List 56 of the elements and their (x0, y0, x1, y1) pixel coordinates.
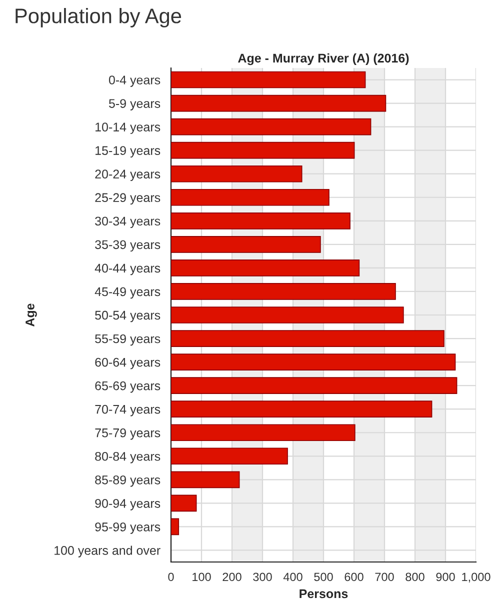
bar (171, 400, 432, 418)
bar (171, 283, 396, 300)
x-tick-label: 700 (375, 572, 394, 582)
bar (171, 471, 240, 488)
y-tick-label: 100 years and over (54, 546, 160, 558)
y-tick-label: 90-94 years (95, 498, 160, 510)
bar (171, 448, 288, 465)
x-tick-label: 0 (168, 572, 174, 582)
bar (171, 424, 356, 442)
y-tick-label: 80-84 years (95, 452, 160, 464)
y-tick-label: 65-69 years (95, 381, 160, 393)
bar (171, 236, 321, 253)
y-tick-label: 30-34 years (95, 216, 160, 228)
y-tick-label: 25-29 years (95, 193, 160, 205)
x-tick-label: 100 (192, 572, 211, 582)
bar (171, 377, 458, 394)
x-tick-label: 900 (436, 572, 455, 582)
bar (171, 118, 372, 136)
bar (171, 165, 302, 182)
chart-title: Age - Murray River (A) (2016) (238, 53, 409, 66)
y-tick-label: 45-49 years (94, 287, 160, 299)
y-tick-label: 95-99 years (95, 522, 160, 534)
x-tick-label: 1,000 (462, 572, 490, 582)
text: Population by Age (16, 8, 182, 28)
y-tick-label: 75-79 years (95, 428, 160, 440)
y-tick-label: 60-64 years (95, 358, 160, 370)
y-axis-title: Age (26, 304, 37, 326)
x-tick-label: 600 (344, 572, 364, 582)
bar (171, 142, 355, 159)
bar (171, 330, 444, 347)
bar (171, 71, 366, 88)
bar (171, 354, 456, 370)
y-tick-label: 5-9 years (108, 99, 160, 110)
y-tick-label: 15-19 years (96, 146, 160, 158)
bar (171, 260, 360, 276)
bar (171, 306, 404, 324)
y-tick-label: 35-39 years (95, 240, 160, 252)
bar (171, 518, 180, 536)
x-tick-label: 800 (406, 572, 424, 582)
y-tick-label: 20-24 years (95, 170, 160, 181)
y-tick-label: 55-59 years (95, 334, 160, 346)
y-tick-label: 70-74 years (95, 404, 160, 416)
x-tick-label: 200 (222, 572, 242, 582)
y-tick-label: 85-89 years (95, 475, 160, 487)
x-tick-label: 500 (314, 572, 333, 582)
x-axis-title: Persons (300, 589, 348, 598)
y-tick-label: 0-4 years (108, 76, 160, 87)
x-tick-label: 300 (253, 572, 272, 582)
y-tick-label: 40-44 years (94, 264, 160, 276)
bar (171, 188, 330, 206)
x-tick-label: 400 (283, 572, 302, 582)
bar (171, 494, 197, 512)
y-tick-label: 10-14 years (96, 122, 160, 134)
bar (171, 212, 350, 230)
bar (171, 94, 386, 112)
y-tick-label: 50-54 years (95, 310, 160, 322)
